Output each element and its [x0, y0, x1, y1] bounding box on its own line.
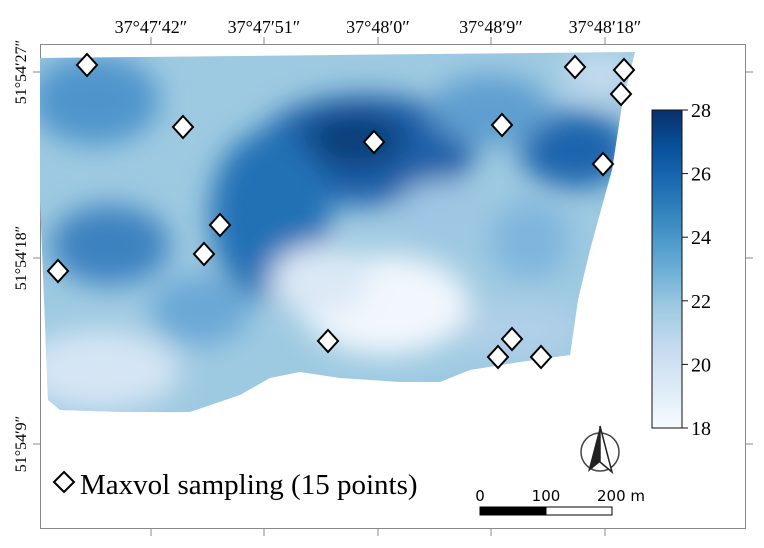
colorbar-label: 18 [691, 418, 711, 440]
tick-label-top: 37°48′9″ [459, 17, 523, 37]
legend: Maxvol sampling (15 points) [52, 469, 418, 501]
sampling-point-diamond [46, 258, 70, 284]
diamond-icon [52, 470, 76, 494]
sampling-point-diamond [609, 81, 633, 107]
tick-label-top: 37°47′51″ [228, 17, 301, 37]
scale-label: 200 m [597, 487, 645, 505]
tick-label-left: 51°54′27″ [13, 40, 30, 105]
colorbar-label: 24 [691, 227, 711, 249]
colorbar-label: 26 [691, 164, 711, 186]
sampling-point-diamond [362, 129, 386, 155]
sampling-points [46, 52, 636, 370]
sampling-point-diamond [529, 344, 553, 370]
colorbar-label: 20 [691, 354, 711, 376]
map-frame [40, 44, 746, 529]
sampling-point-diamond [171, 114, 195, 140]
scale-bar: 0 100 200 m [475, 487, 645, 516]
tick-label-top: 37°48′0″ [346, 17, 410, 37]
north-arrow-icon [580, 425, 620, 475]
left-axis-labels: 51°54′27″ 51°54′18″ 51°54′9″ [13, 40, 30, 473]
sampling-point-diamond [500, 326, 524, 352]
legend-label: Maxvol sampling (15 points) [80, 469, 418, 501]
sampling-point-diamond [208, 212, 232, 238]
colorbar: 28 26 24 22 20 18 [651, 100, 711, 440]
sampling-point-diamond [591, 151, 615, 177]
sampling-point-diamond [316, 328, 340, 354]
colorbar-gradient [651, 109, 683, 429]
sampling-point-diamond [75, 52, 99, 78]
tick-label-left: 51°54′18″ [13, 226, 30, 291]
scale-label: 0 [475, 487, 485, 505]
interpolated-raster [40, 52, 635, 412]
tick-label-left: 51°54′9″ [13, 416, 30, 473]
scale-label: 100 [532, 487, 561, 505]
sampling-point-diamond [612, 57, 636, 83]
sampling-point-diamond [486, 344, 510, 370]
frame-ticks [33, 37, 753, 536]
tick-label-top: 37°47′42″ [115, 17, 188, 37]
top-axis-labels: 37°47′42″ 37°47′51″ 37°48′0″ 37°48′9″ 37… [115, 17, 642, 37]
colorbar-label: 28 [691, 100, 711, 122]
colorbar-label: 22 [691, 291, 711, 313]
sampling-point-diamond [490, 112, 514, 138]
sampling-point-diamond [192, 241, 216, 267]
tick-label-top: 37°48′18″ [569, 17, 642, 37]
sampling-point-diamond [563, 54, 587, 80]
